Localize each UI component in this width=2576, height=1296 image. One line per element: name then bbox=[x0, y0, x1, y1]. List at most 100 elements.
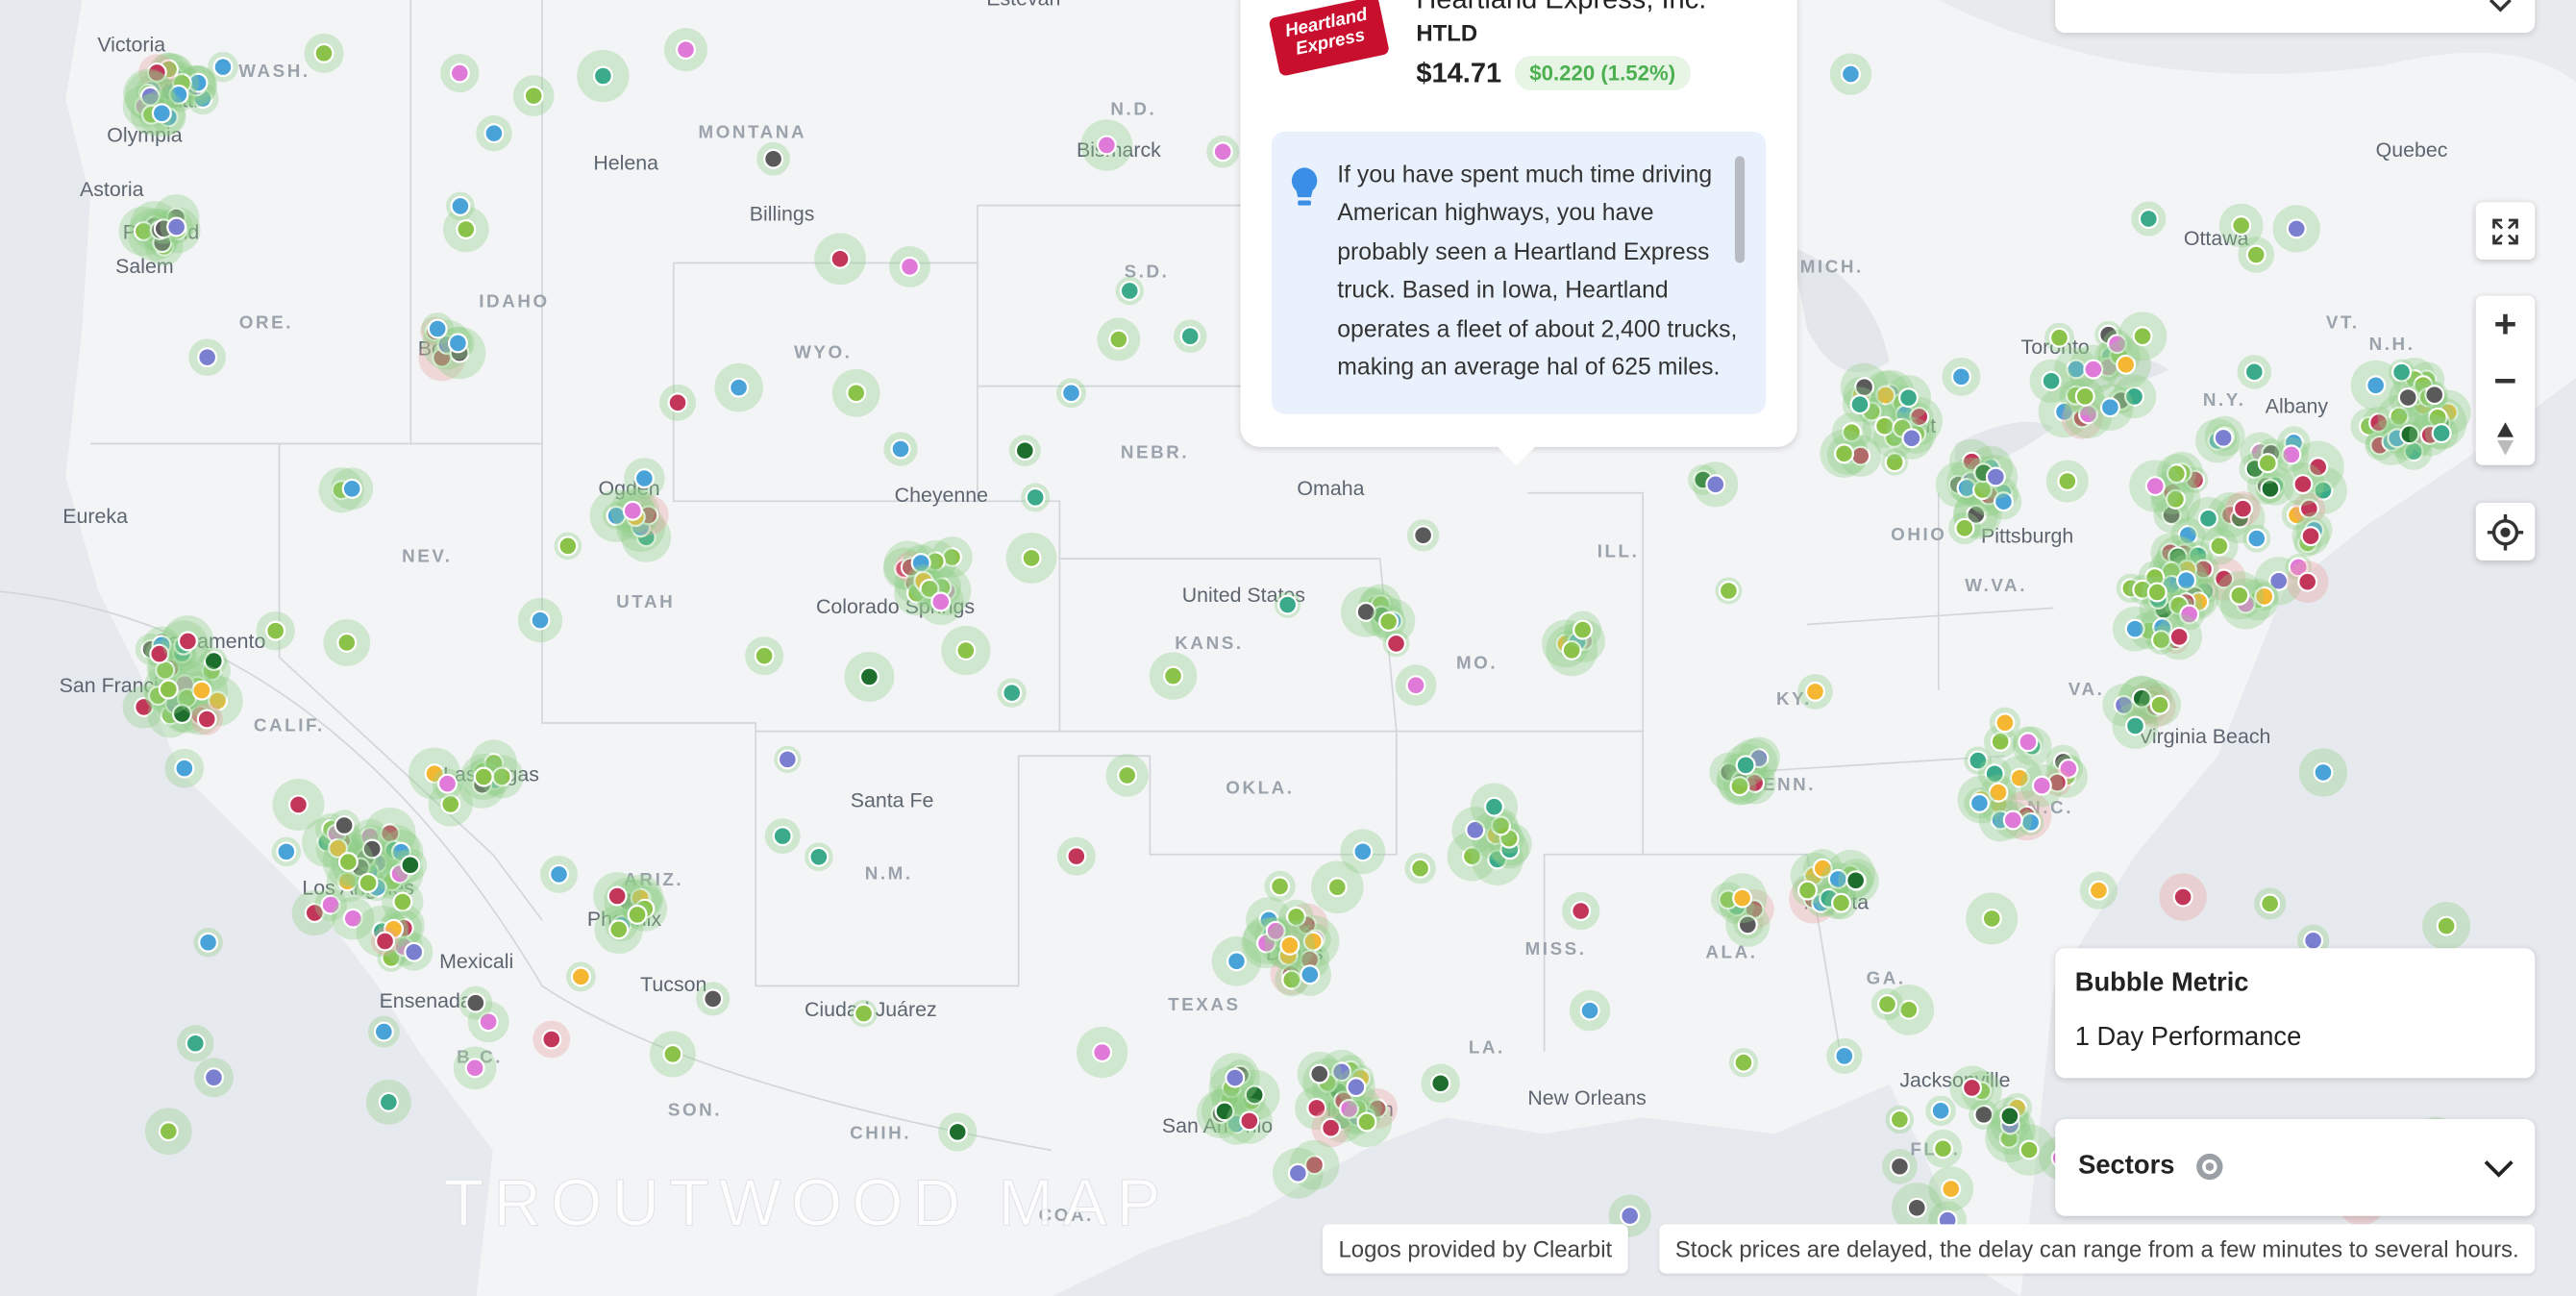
bubble bbox=[1968, 750, 1989, 771]
bubble bbox=[627, 904, 648, 925]
compass[interactable] bbox=[2494, 420, 2517, 457]
company-popup[interactable]: Heartland Express Heartland Express, Inc… bbox=[1240, 0, 1797, 466]
bubble bbox=[158, 679, 179, 700]
bubble bbox=[530, 610, 551, 631]
bubble bbox=[1270, 876, 1291, 897]
bubbles bbox=[118, 28, 2471, 1240]
bubble bbox=[2313, 480, 2334, 501]
state-label: NEBR. bbox=[1121, 442, 1189, 462]
bubble bbox=[464, 1058, 485, 1079]
bubble bbox=[2176, 570, 2197, 591]
bubble bbox=[1306, 1097, 1327, 1118]
bubble bbox=[2116, 354, 2137, 375]
bubble bbox=[2172, 886, 2193, 908]
fullscreen-button[interactable] bbox=[2475, 202, 2536, 261]
bubble bbox=[541, 1029, 562, 1050]
bubble bbox=[1356, 1111, 1377, 1133]
city-label: Pittsburgh bbox=[1981, 525, 2073, 548]
bubble bbox=[2132, 326, 2153, 347]
bubble bbox=[592, 65, 613, 87]
bubble bbox=[549, 863, 570, 885]
bubble bbox=[667, 392, 688, 413]
city-label: Ensenada bbox=[380, 989, 472, 1012]
state-label: LA. bbox=[1469, 1036, 1505, 1057]
bubble bbox=[1346, 1077, 1367, 1098]
bubble bbox=[729, 377, 750, 398]
bubble bbox=[2057, 470, 2078, 491]
city-label: Omaha bbox=[1297, 477, 1364, 500]
bubble bbox=[2229, 585, 2250, 606]
city-label: Olympia bbox=[107, 124, 182, 147]
bubble bbox=[1906, 1197, 1927, 1218]
bubble bbox=[2149, 694, 2170, 715]
bubble bbox=[1834, 443, 1855, 464]
bubble bbox=[1898, 999, 1920, 1020]
bubble bbox=[2231, 215, 2252, 237]
bubble bbox=[373, 1021, 394, 1042]
bubble bbox=[2083, 359, 2104, 380]
city-label: Mexicali bbox=[439, 950, 513, 973]
bubble-metric-value: 1 Day Performance bbox=[2074, 1023, 2302, 1052]
zoom-out[interactable]: − bbox=[2493, 359, 2517, 404]
bubble bbox=[1212, 141, 1233, 162]
eye-icon[interactable] bbox=[2190, 1152, 2229, 1182]
pacific-ocean bbox=[0, 0, 493, 1296]
locate-button[interactable] bbox=[2475, 503, 2536, 561]
city-label: Virginia Beach bbox=[2139, 725, 2270, 748]
bubble bbox=[2165, 488, 2186, 510]
state-label: ARIZ. bbox=[624, 869, 683, 889]
bubble bbox=[1841, 422, 1862, 443]
bubble bbox=[1117, 764, 1138, 785]
sectors-panel[interactable]: Sectors bbox=[2055, 1118, 2536, 1216]
bubble bbox=[1430, 1073, 1451, 1094]
bubble bbox=[151, 103, 172, 124]
bubble bbox=[1413, 525, 1434, 546]
bubble bbox=[1954, 517, 1975, 538]
bubble bbox=[1733, 1052, 1754, 1073]
bubble bbox=[197, 347, 218, 368]
state-label: ILL. bbox=[1598, 540, 1640, 561]
bubble bbox=[1994, 712, 2016, 734]
bubble bbox=[334, 814, 355, 836]
bubble bbox=[1875, 385, 1896, 406]
bubble bbox=[166, 216, 187, 237]
bubble bbox=[2124, 618, 2145, 639]
bubble bbox=[1573, 619, 1594, 640]
state-label: KANS. bbox=[1175, 633, 1243, 653]
bubble bbox=[1108, 329, 1129, 350]
bubble bbox=[1973, 1104, 1994, 1125]
top-dropdown[interactable] bbox=[2055, 0, 2536, 34]
bubble bbox=[1898, 387, 1920, 409]
bubble bbox=[2365, 375, 2387, 396]
bubble bbox=[134, 696, 155, 717]
bubble bbox=[1735, 755, 1756, 776]
company-logo: Heartland Express bbox=[1268, 0, 1390, 77]
delay-note: Stock prices are delayed, the delay can … bbox=[1659, 1224, 2536, 1274]
state-label: ALA. bbox=[1705, 941, 1757, 961]
bubble bbox=[2308, 457, 2329, 478]
bubble bbox=[2257, 453, 2278, 474]
scrollbar[interactable] bbox=[1734, 156, 1746, 263]
city-label: Albany bbox=[2266, 395, 2329, 418]
bubble bbox=[2260, 478, 2281, 499]
bubble bbox=[2197, 508, 2218, 529]
state-label: WYO. bbox=[794, 341, 852, 361]
bubble bbox=[1321, 1117, 1342, 1138]
state-label: CALIF. bbox=[254, 714, 325, 735]
city-label: Helena bbox=[593, 152, 658, 175]
bubble bbox=[440, 793, 461, 815]
bubble bbox=[168, 84, 189, 105]
bubble-metric-panel[interactable]: Bubble Metric 1 Day Performance bbox=[2055, 948, 2536, 1079]
chevron[interactable] bbox=[2484, 1159, 2514, 1179]
bubble bbox=[2288, 557, 2309, 578]
bubble bbox=[1066, 846, 1087, 867]
bubble bbox=[196, 709, 217, 730]
bubble bbox=[1961, 1077, 1983, 1098]
bubble bbox=[1226, 951, 1247, 972]
zoom-in[interactable]: + bbox=[2493, 301, 2517, 346]
bubble bbox=[2389, 406, 2410, 427]
bubble bbox=[2292, 474, 2314, 495]
bubble bbox=[2074, 386, 2095, 407]
bubble bbox=[1969, 792, 1990, 813]
bubble bbox=[1579, 1000, 1600, 1021]
